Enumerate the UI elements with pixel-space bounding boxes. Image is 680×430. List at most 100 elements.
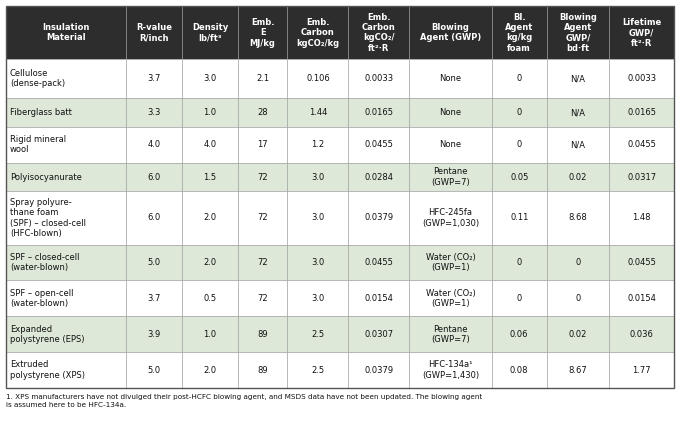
Bar: [547, 59, 609, 98]
Bar: [609, 191, 674, 245]
Text: 1.0: 1.0: [203, 330, 216, 339]
Bar: [492, 352, 547, 388]
Bar: [288, 352, 348, 388]
Text: 0.0317: 0.0317: [627, 172, 656, 181]
Text: 0.0455: 0.0455: [364, 140, 393, 149]
Bar: [492, 245, 547, 280]
Text: 0.02: 0.02: [568, 172, 587, 181]
Text: 89: 89: [257, 366, 268, 375]
Bar: [288, 98, 348, 127]
Text: Water (CO₂)
(GWP=1): Water (CO₂) (GWP=1): [426, 289, 475, 308]
Text: 0.0379: 0.0379: [364, 366, 394, 375]
Bar: [348, 127, 409, 163]
Bar: [547, 280, 609, 316]
Text: 3.7: 3.7: [148, 294, 161, 303]
Bar: [409, 352, 492, 388]
Text: Blowing
Agent
GWP/
bd·ft: Blowing Agent GWP/ bd·ft: [559, 12, 597, 53]
Text: Emb.
Carbon
kgCO₂/
ft²·R: Emb. Carbon kgCO₂/ ft²·R: [362, 12, 396, 53]
Bar: [492, 59, 547, 98]
Text: Density
lb/ft³: Density lb/ft³: [192, 23, 228, 42]
Text: N/A: N/A: [571, 74, 585, 83]
Bar: [6, 98, 126, 127]
Text: 2.0: 2.0: [203, 366, 216, 375]
Text: Pentane
(GWP=7): Pentane (GWP=7): [431, 167, 470, 187]
Bar: [348, 352, 409, 388]
Text: Emb.
E
MJ/kg: Emb. E MJ/kg: [250, 18, 275, 48]
Bar: [409, 316, 492, 352]
Text: Emb.
Carbon
kgCO₂/kg: Emb. Carbon kgCO₂/kg: [296, 18, 339, 48]
Bar: [409, 245, 492, 280]
Bar: [547, 98, 609, 127]
Bar: [348, 280, 409, 316]
Bar: [126, 59, 182, 98]
Text: 3.0: 3.0: [311, 213, 324, 222]
Bar: [348, 98, 409, 127]
Text: SPF – closed-cell
(water-blown): SPF – closed-cell (water-blown): [10, 253, 80, 272]
Bar: [6, 191, 126, 245]
Bar: [182, 127, 238, 163]
Bar: [547, 352, 609, 388]
Text: 0: 0: [517, 108, 522, 117]
Bar: [238, 352, 288, 388]
Text: Pentane
(GWP=7): Pentane (GWP=7): [431, 325, 470, 344]
Text: 0.0455: 0.0455: [627, 140, 656, 149]
Text: 0.0284: 0.0284: [364, 172, 394, 181]
Text: 8.68: 8.68: [568, 213, 588, 222]
Text: 3.9: 3.9: [148, 330, 161, 339]
Text: 0.0033: 0.0033: [364, 74, 394, 83]
Text: Insulation
Material: Insulation Material: [43, 23, 90, 42]
Text: None: None: [439, 74, 462, 83]
Text: 1. XPS manufacturers have not divulged their post-HCFC blowing agent, and MSDS d: 1. XPS manufacturers have not divulged t…: [6, 394, 482, 408]
Text: 1.77: 1.77: [632, 366, 651, 375]
Bar: [6, 245, 126, 280]
Text: 1.44: 1.44: [309, 108, 327, 117]
Text: 0.0033: 0.0033: [627, 74, 656, 83]
Text: Cellulose
(dense-pack): Cellulose (dense-pack): [10, 69, 65, 89]
Text: None: None: [439, 140, 462, 149]
Text: 4.0: 4.0: [148, 140, 161, 149]
Bar: [492, 316, 547, 352]
Text: 72: 72: [257, 172, 268, 181]
Text: Lifetime
GWP/
ft²·R: Lifetime GWP/ ft²·R: [622, 18, 661, 48]
Text: Fiberglass batt: Fiberglass batt: [10, 108, 72, 117]
Text: 0.0165: 0.0165: [364, 108, 394, 117]
Bar: [409, 163, 492, 191]
Bar: [547, 127, 609, 163]
Bar: [492, 98, 547, 127]
Text: 3.7: 3.7: [148, 74, 161, 83]
Text: 1.5: 1.5: [203, 172, 216, 181]
Bar: [288, 163, 348, 191]
Bar: [126, 163, 182, 191]
Text: 28: 28: [257, 108, 268, 117]
Bar: [609, 98, 674, 127]
Text: 1.2: 1.2: [311, 140, 324, 149]
Bar: [182, 163, 238, 191]
Text: 0.05: 0.05: [510, 172, 528, 181]
Text: 0.0379: 0.0379: [364, 213, 394, 222]
Bar: [238, 280, 288, 316]
Bar: [492, 6, 547, 59]
Bar: [126, 352, 182, 388]
Text: 8.67: 8.67: [568, 366, 588, 375]
Text: Spray polyure-
thane foam
(SPF) – closed-cell
(HFC-blown): Spray polyure- thane foam (SPF) – closed…: [10, 198, 86, 238]
Bar: [238, 98, 288, 127]
Bar: [126, 280, 182, 316]
Text: 0.5: 0.5: [203, 294, 216, 303]
Text: R-value
R/inch: R-value R/inch: [136, 23, 172, 42]
Text: 0: 0: [575, 258, 581, 267]
Bar: [547, 245, 609, 280]
Bar: [182, 245, 238, 280]
Text: 0.06: 0.06: [510, 330, 528, 339]
Text: 3.3: 3.3: [148, 108, 161, 117]
Bar: [126, 245, 182, 280]
Bar: [288, 316, 348, 352]
Bar: [409, 280, 492, 316]
Bar: [288, 127, 348, 163]
Text: 0.036: 0.036: [630, 330, 653, 339]
Text: 0: 0: [575, 294, 581, 303]
Bar: [609, 352, 674, 388]
Text: 3.0: 3.0: [203, 74, 217, 83]
Text: 5.0: 5.0: [148, 366, 161, 375]
Text: 0.0154: 0.0154: [364, 294, 393, 303]
Bar: [6, 6, 674, 388]
